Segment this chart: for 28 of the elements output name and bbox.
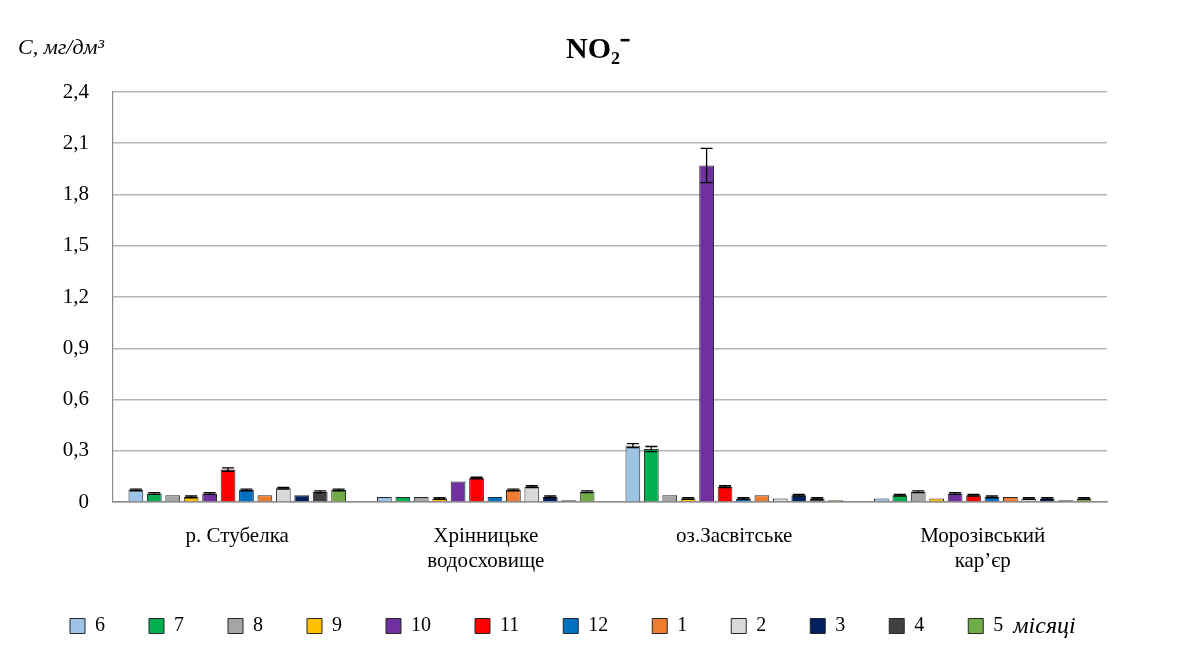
y-tick-label: 0,3	[62, 437, 89, 462]
y-tick-label: 0,9	[62, 334, 89, 359]
legend-label: 4	[914, 613, 925, 636]
legend-label: 12	[588, 613, 609, 636]
x-tick-label: Морозівський кар’єр	[920, 523, 1046, 573]
y-tick-label: 2,1	[62, 129, 89, 154]
legend-label: 5	[993, 613, 1004, 636]
legend-label: 9	[332, 613, 342, 636]
legend-label: 8	[253, 613, 263, 636]
legend-label: 7	[174, 613, 184, 636]
legend-label: 6	[95, 613, 105, 636]
x-tick-label: Хрінницьке водосховище	[427, 523, 545, 573]
legend-label: 2	[756, 613, 767, 636]
x-tick-label: р. Стубелка	[185, 523, 290, 548]
y-tick-label: 1,2	[62, 283, 89, 308]
legend-label: 1	[677, 613, 688, 636]
y-axis-title: C, мг/дм³	[18, 33, 105, 61]
y-tick-label: 2,4	[62, 78, 90, 103]
legend-label: 11	[500, 613, 520, 636]
y-tick-label: 0	[78, 488, 89, 513]
chart-title: NO₂⁻	[565, 30, 631, 66]
y-tick-label: 1,8	[62, 181, 89, 206]
legend-label: 10	[411, 613, 431, 636]
y-tick-label: 1,5	[62, 232, 89, 257]
x-tick-label: оз.Засвітське	[676, 523, 793, 548]
y-tick-label: 0,6	[62, 386, 89, 411]
legend-label: 3	[835, 613, 846, 636]
legend-title: місяці	[1012, 612, 1076, 639]
